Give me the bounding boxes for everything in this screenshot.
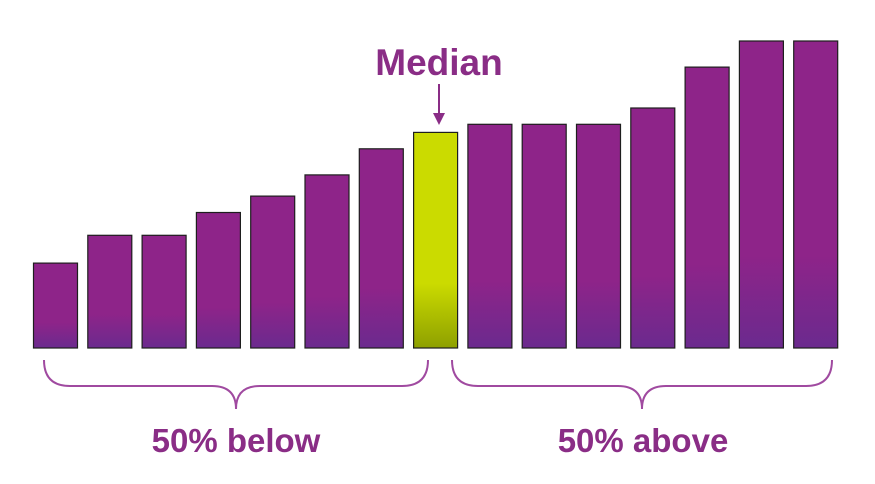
bar-1 xyxy=(32,262,79,349)
bar-10 xyxy=(521,123,567,349)
above-bracket xyxy=(451,359,833,410)
bar-15 xyxy=(793,40,839,349)
bar-5 xyxy=(250,195,296,349)
bar-7 xyxy=(358,148,404,349)
bar-2 xyxy=(87,234,133,349)
bars-group xyxy=(32,40,839,349)
below-label: 50% below xyxy=(152,422,321,459)
bar-3 xyxy=(141,234,187,349)
bar-6 xyxy=(304,174,350,349)
bar-13 xyxy=(684,66,730,349)
below-bracket xyxy=(43,359,429,410)
bar-4 xyxy=(195,211,241,349)
median-bar xyxy=(413,131,459,349)
bar-14 xyxy=(738,40,785,349)
above-label: 50% above xyxy=(558,422,729,459)
median-label: Median xyxy=(375,42,502,83)
bar-11 xyxy=(575,123,622,349)
bar-9 xyxy=(467,123,513,349)
bar-12 xyxy=(630,107,676,349)
median-arrow-icon xyxy=(433,84,445,125)
